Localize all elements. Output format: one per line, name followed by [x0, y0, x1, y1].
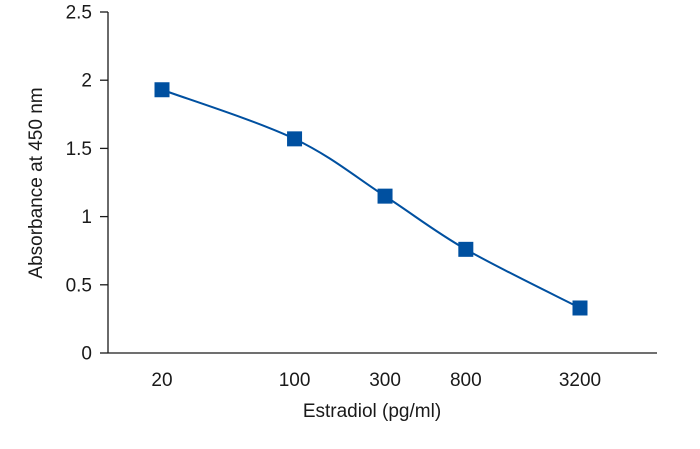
x-tick-label: 20 — [151, 370, 172, 391]
fitted-curve — [161, 88, 581, 309]
y-tick-label: 2 — [81, 71, 92, 92]
y-axis-ticks: 0 0.5 1 1.5 2 2.5 — [66, 3, 108, 365]
x-tick-label: 3200 — [559, 370, 601, 391]
axes — [107, 12, 657, 354]
x-tick-label: 100 — [279, 370, 311, 391]
y-tick-label: 1.5 — [66, 139, 92, 160]
y-axis-title: Absorbance at 450 nm — [26, 87, 47, 278]
series-line — [161, 88, 581, 309]
data-point-marker — [377, 188, 393, 204]
data-point-marker — [154, 82, 170, 98]
data-point-marker — [458, 241, 474, 257]
x-tick-label: 800 — [450, 370, 482, 391]
data-point-marker — [287, 131, 303, 147]
y-tick-label: 1 — [81, 207, 92, 228]
x-axis-ticks: 20 100 300 800 3200 — [151, 370, 601, 391]
y-tick-label: 2.5 — [66, 3, 92, 24]
data-points — [154, 82, 588, 316]
x-axis-title: Estradiol (pg/ml) — [303, 401, 441, 422]
x-tick-label: 300 — [369, 370, 401, 391]
y-tick-label: 0.5 — [66, 275, 92, 296]
y-tick-label: 0 — [81, 344, 92, 365]
data-point-marker — [572, 300, 588, 316]
